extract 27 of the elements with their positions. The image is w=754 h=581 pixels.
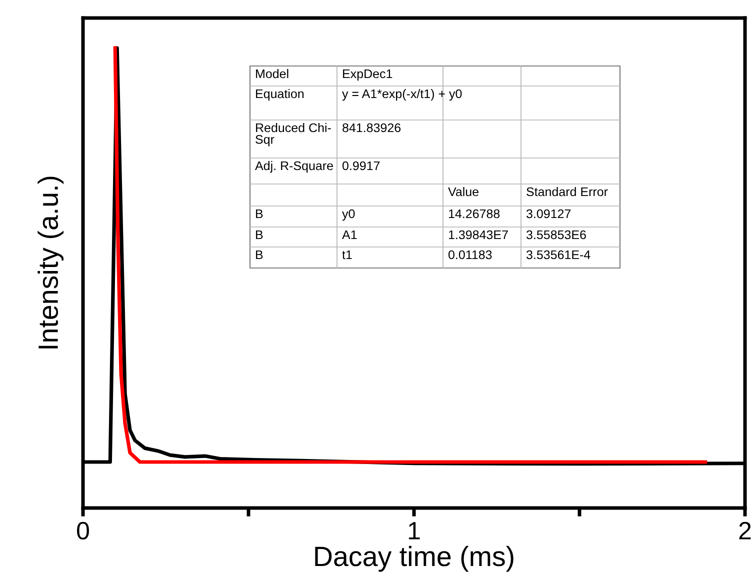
annotation: B xyxy=(256,250,263,260)
annotation: 14.26788 xyxy=(448,209,500,218)
annotation: 3.09127 xyxy=(526,209,571,218)
y-axis-title: Intensity (a.u.) xyxy=(38,176,64,348)
annotation: y = A1*exp(-x/t1) + y0 xyxy=(342,89,462,101)
annotation: Adj. R-Square xyxy=(255,161,333,173)
annotation: A1 xyxy=(342,230,357,240)
annotation: 3.55853E6 xyxy=(526,230,586,240)
x-tick-label: 1 xyxy=(408,522,420,540)
annotation: Model xyxy=(256,69,288,78)
annotation: 0.9917 xyxy=(342,161,380,170)
annotation: ExpDec1 xyxy=(343,69,392,81)
annotation: B xyxy=(256,209,263,218)
annotation: Value xyxy=(448,187,478,196)
x-tick-label: 0 xyxy=(77,522,89,540)
annotation: 0.01183 xyxy=(448,250,492,260)
annotation: Standard Error xyxy=(526,187,608,196)
annotation: 841.83926 xyxy=(342,123,401,132)
annotation: 3.53561E-4 xyxy=(526,250,590,260)
annotation: Reduced Chi- Sqr xyxy=(256,123,331,146)
annotation: B xyxy=(256,230,263,240)
x-tick-label: 2 xyxy=(739,522,751,540)
x-axis-title: Dacay time (ms) xyxy=(315,546,514,572)
annotation: Equation xyxy=(256,89,304,101)
annotation: 1.39843E7 xyxy=(448,230,508,240)
annotation: t1 xyxy=(342,250,352,260)
annotation: y0 xyxy=(342,209,355,221)
